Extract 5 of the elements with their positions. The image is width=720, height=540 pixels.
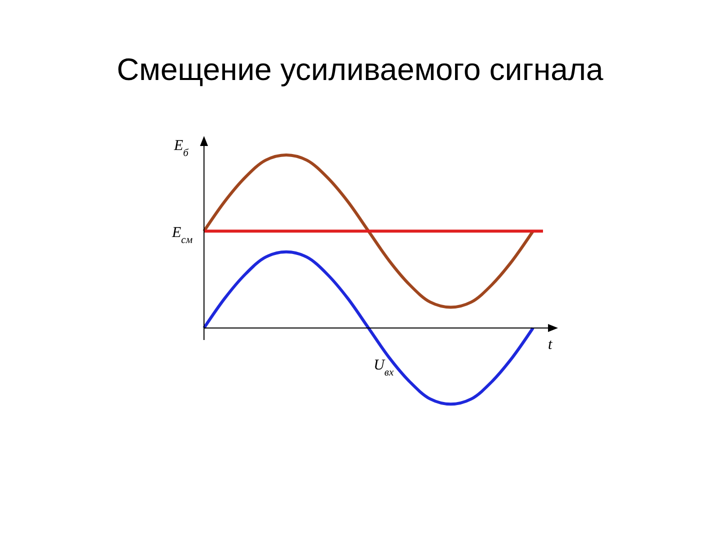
series-label: U$_{вх}$ — [374, 358, 394, 378]
ref-line-label: E$_{см}$ — [171, 225, 193, 246]
x-axis-title: t — [548, 337, 553, 353]
chart-title: Смещение усиливаемого сигнала — [116, 52, 604, 87]
y-axis-title: E$_{б}$ — [173, 138, 190, 158]
